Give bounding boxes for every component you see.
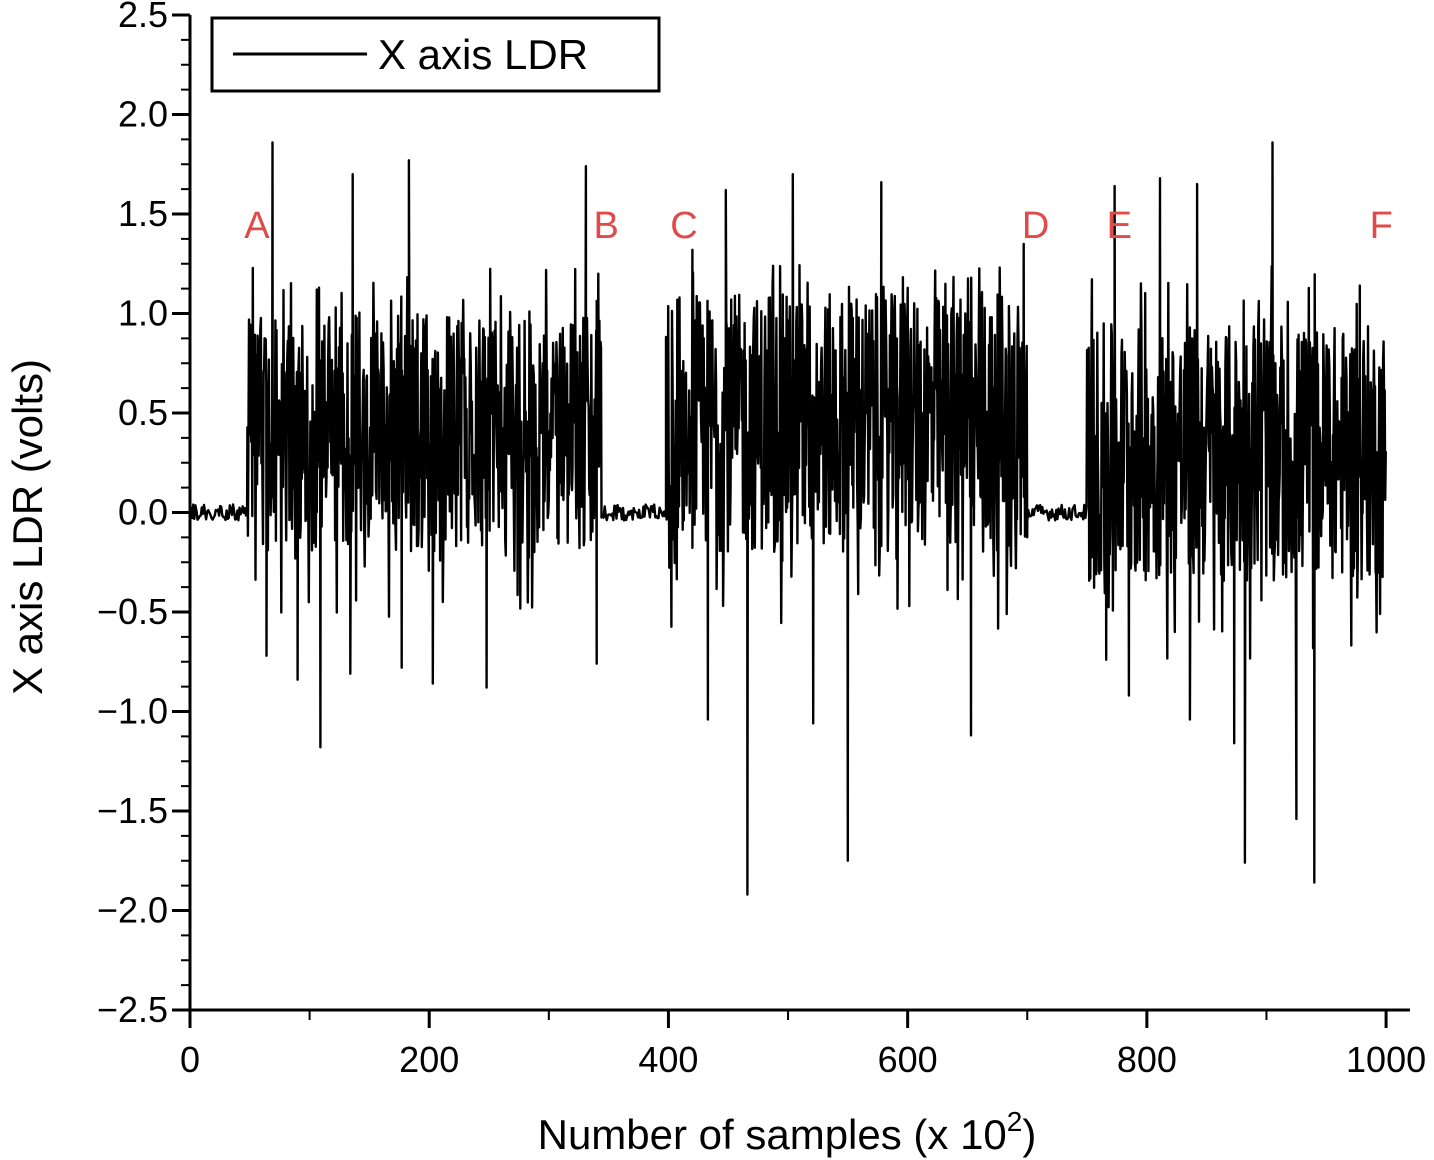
y-tick-label: −1.5 <box>97 790 168 831</box>
segment-marker-c: C <box>670 205 697 247</box>
y-tick-label: 1.5 <box>118 193 168 234</box>
series-line-x-axis-ldr <box>188 141 1387 896</box>
x-tick-label: 600 <box>878 1039 938 1080</box>
y-tick-label: 0.5 <box>118 392 168 433</box>
y-tick-label: 1.0 <box>118 293 168 334</box>
segment-marker-d: D <box>1022 205 1049 247</box>
legend-label: X axis LDR <box>378 31 588 78</box>
segment-markers: A B C D E F <box>244 205 1393 247</box>
x-tick-label: 800 <box>1117 1039 1177 1080</box>
y-ticks: 2.5 2.0 1.5 1.0 0.5 0.0 −0.5 −1.0 −1.5 −2.0 −2.5 <box>97 0 190 1030</box>
y-tick-label: −2.5 <box>97 989 168 1030</box>
segment-marker-e: E <box>1107 205 1132 247</box>
x-tick-label: 400 <box>638 1039 698 1080</box>
y-axis-title: X axis LDR (volts) <box>4 359 51 695</box>
x-axis-title-close: ) <box>1022 1111 1036 1158</box>
segment-marker-f: F <box>1370 205 1393 247</box>
y-tick-label: 0.0 <box>118 492 168 533</box>
x-axis-title-sup: 2 <box>1007 1106 1023 1137</box>
x-tick-label: 0 <box>180 1039 200 1080</box>
y-tick-label: 2.5 <box>118 0 168 35</box>
segment-marker-b: B <box>594 205 619 247</box>
x-tick-label: 200 <box>399 1039 459 1080</box>
y-tick-label: 2.0 <box>118 94 168 135</box>
y-tick-label: −0.5 <box>97 591 168 632</box>
legend: X axis LDR <box>210 16 661 93</box>
x-ticks: 0 200 400 600 800 1000 <box>180 1010 1426 1080</box>
signal-layer <box>188 141 1387 896</box>
segment-marker-a: A <box>244 205 270 247</box>
y-tick-label: −2.0 <box>97 890 168 931</box>
x-tick-label: 1000 <box>1346 1039 1426 1080</box>
x-axis-title-main: Number of samples (x 10 <box>538 1111 1007 1158</box>
y-tick-label: −1.0 <box>97 691 168 732</box>
x-axis-title: Number of samples (x 102) <box>538 1106 1037 1158</box>
